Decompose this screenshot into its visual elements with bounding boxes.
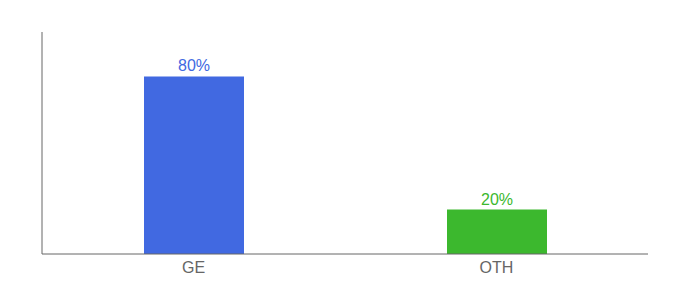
svg-text:GE: GE: [182, 259, 205, 276]
svg-text:20%: 20%: [481, 191, 513, 208]
svg-text:OTH: OTH: [480, 259, 514, 276]
svg-text:80%: 80%: [178, 57, 210, 74]
